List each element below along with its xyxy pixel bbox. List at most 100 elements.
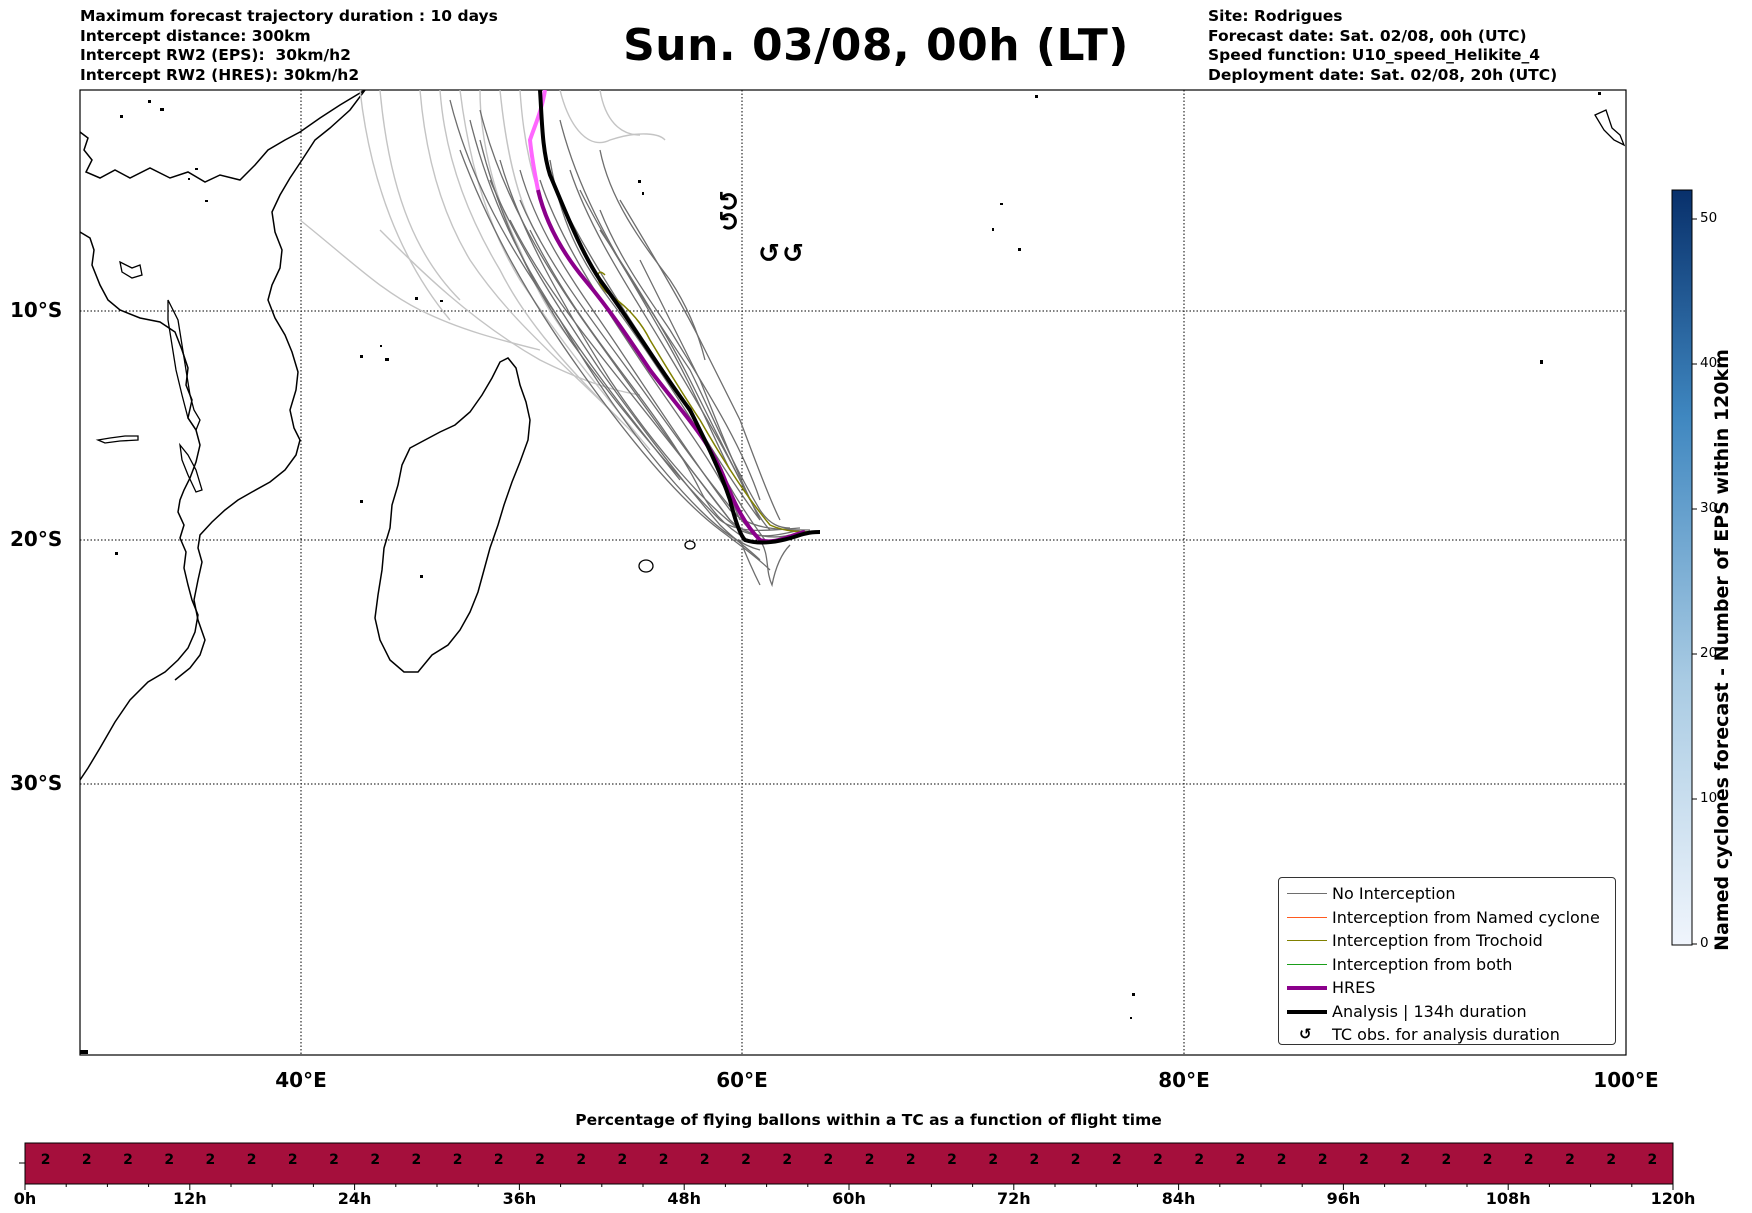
legend-label: Interception from Trochoid xyxy=(1332,931,1543,950)
legend-swatch xyxy=(1287,940,1327,941)
tc-obs-icon: ↺ xyxy=(1299,1025,1312,1043)
small-islands xyxy=(80,92,1601,1054)
percentage-label: 2 xyxy=(40,1152,51,1168)
tc-obs-symbol: ↺ xyxy=(715,210,745,232)
percentage-label: 2 xyxy=(1276,1152,1287,1168)
percentage-label: 2 xyxy=(1153,1152,1163,1168)
hour-label: 108h xyxy=(1485,1189,1531,1208)
east-africa-coast xyxy=(174,90,366,681)
hour-label: 72h xyxy=(996,1189,1031,1208)
hour-label: 0h xyxy=(13,1189,37,1208)
legend-label: TC obs. for analysis duration xyxy=(1332,1025,1560,1044)
percentage-label: 2 xyxy=(205,1152,216,1168)
hour-label: 96h xyxy=(1326,1189,1361,1208)
intercept-eps-text: Intercept RW2 (EPS): 30km/h2 xyxy=(80,46,351,64)
mauritius-island xyxy=(684,540,696,550)
percentage-label: 2 xyxy=(370,1152,381,1168)
percentage-label: 2 xyxy=(1111,1152,1122,1168)
flight-time-ticks xyxy=(19,1162,1674,1190)
percentage-label: 2 xyxy=(988,1152,999,1168)
header-right: Site: Rodrigues Forecast date: Sat. 02/0… xyxy=(1208,7,1557,85)
legend-item-trochoid: Interception from Trochoid xyxy=(1279,929,1615,953)
percentage-label: 2 xyxy=(947,1152,957,1168)
percentage-label: 2 xyxy=(164,1152,175,1168)
percentage-label: 2 xyxy=(741,1152,751,1168)
percentage-label: 2 xyxy=(617,1152,628,1168)
legend-item-tc-obs: ↺ TC obs. for analysis duration xyxy=(1279,1023,1615,1047)
graticule xyxy=(80,90,1626,1055)
colorbar-tick-label: 20 xyxy=(1700,645,1718,661)
flight-time-bar xyxy=(24,1142,1674,1185)
colorbar-tick-label: 10 xyxy=(1700,790,1718,806)
legend-item-hres: HRES xyxy=(1279,976,1615,1000)
percentage-label: 2 xyxy=(658,1152,669,1168)
legend-swatch xyxy=(1287,963,1327,965)
colorbar-tick-label: 40 xyxy=(1700,355,1718,371)
intercept-distance-text: Intercept distance: 300km xyxy=(80,26,311,45)
colorbar-tick-label: 0 xyxy=(1700,935,1709,951)
colorbar-ticks xyxy=(1692,218,1697,945)
lat-label-30s: 30°S xyxy=(10,771,63,795)
socotra-coastline xyxy=(1594,109,1626,147)
africa-coastline xyxy=(80,90,366,781)
percentage-label: 2 xyxy=(576,1152,587,1168)
percentage-label: 2 xyxy=(1523,1152,1534,1168)
colorbar-tick-label: 30 xyxy=(1700,500,1718,516)
legend-swatch xyxy=(1287,916,1327,918)
header-left: Maximum forecast trajectory duration : 1… xyxy=(80,7,498,85)
legend-swatch xyxy=(1287,986,1327,990)
madagascar-coastline xyxy=(374,357,531,673)
reunion-island xyxy=(638,559,654,573)
lon-label-40e: 40°E xyxy=(275,1068,327,1092)
forecast-date-text: Forecast date: Sat. 02/08, 00h (UTC) xyxy=(1208,26,1527,45)
percentage-label: 2 xyxy=(1400,1152,1411,1168)
percentage-label: 2 xyxy=(1606,1152,1617,1168)
percentage-label: 2 xyxy=(535,1152,545,1168)
tc-obs-symbol: ↺ xyxy=(715,190,745,212)
legend-item-no-interception: No Interception xyxy=(1279,882,1615,906)
legend-label: Interception from both xyxy=(1332,954,1513,974)
tc-obs-symbol: ↺ xyxy=(758,239,780,269)
percentage-label: 2 xyxy=(493,1152,504,1168)
percentage-label: 2 xyxy=(905,1152,916,1168)
lon-label-80e: 80°E xyxy=(1158,1068,1210,1092)
legend-label: HRES xyxy=(1332,978,1376,997)
max-duration-text: Maximum forecast trajectory duration : 1… xyxy=(80,7,498,25)
hour-label: 84h xyxy=(1161,1189,1196,1208)
map-legend: No Interception Interception from Named … xyxy=(1278,877,1616,1045)
percentage-label: 2 xyxy=(864,1152,875,1168)
intercept-hres-text: Intercept RW2 (HRES): 30km/h2 xyxy=(80,65,360,84)
percentage-label: 2 xyxy=(1359,1152,1369,1168)
speed-function-text: Speed function: U10_speed_Helikite_4 xyxy=(1208,46,1541,64)
hour-label: 120h xyxy=(1650,1189,1696,1208)
percentage-label: 2 xyxy=(1070,1152,1081,1168)
hour-label: 48h xyxy=(667,1189,702,1208)
percentage-label: 2 xyxy=(1441,1152,1452,1168)
lat-label-10s: 10°S xyxy=(10,298,63,322)
percentage-label: 2 xyxy=(1194,1152,1205,1168)
percentage-label: 2 xyxy=(123,1152,133,1168)
percentage-label: 2 xyxy=(1029,1152,1040,1168)
lat-label-20s: 20°S xyxy=(10,527,63,551)
percentage-label: 2 xyxy=(699,1152,710,1168)
hres-trajectory-main xyxy=(536,189,806,544)
lake-tanganyika xyxy=(167,299,201,432)
percentage-label: 2 xyxy=(1235,1152,1246,1168)
legend-label: No Interception xyxy=(1332,884,1456,903)
lake-victoria xyxy=(119,260,143,279)
legend-label: Interception from Named cyclone xyxy=(1332,907,1600,927)
percentage-label: 2 xyxy=(782,1152,793,1168)
flight-time-title: Percentage of flying ballons within a TC… xyxy=(575,1111,1162,1129)
percentage-label: 2 xyxy=(246,1152,257,1168)
eps-trajectories xyxy=(449,99,811,588)
tc-obs-symbol: ↺ xyxy=(782,239,804,269)
percentage-label: 2 xyxy=(1647,1152,1658,1168)
percentage-label: 2 xyxy=(81,1152,92,1168)
legend-label: Analysis | 134h duration xyxy=(1332,1001,1527,1021)
percentage-label: 2 xyxy=(411,1152,422,1168)
lake-malawi xyxy=(179,442,203,493)
legend-item-both: Interception from both xyxy=(1279,953,1615,977)
lon-label-60e: 60°E xyxy=(716,1068,768,1092)
analysis-trajectory xyxy=(538,90,821,545)
legend-swatch xyxy=(1287,1009,1327,1014)
